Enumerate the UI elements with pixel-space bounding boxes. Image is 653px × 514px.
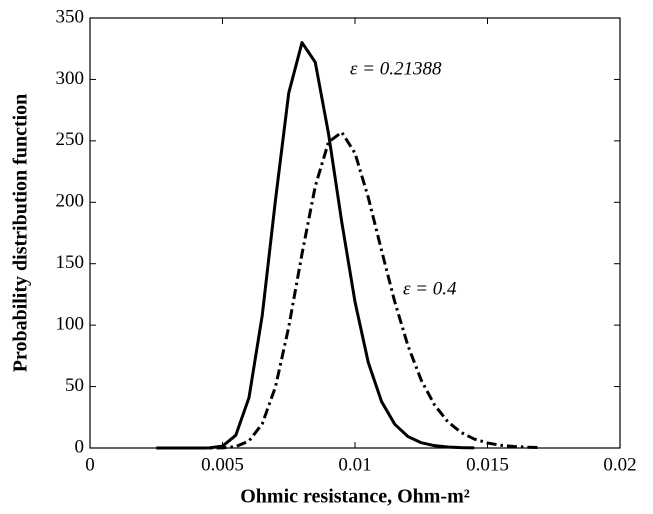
x-tick-label: 0.005 bbox=[201, 454, 244, 475]
y-tick-label: 0 bbox=[75, 436, 85, 457]
y-tick-label: 50 bbox=[65, 375, 84, 396]
x-tick-label: 0.02 bbox=[603, 454, 636, 475]
series-line bbox=[156, 41, 475, 450]
y-tick-label: 150 bbox=[56, 252, 85, 273]
y-tick-label: 100 bbox=[56, 314, 85, 335]
y-tick-label: 200 bbox=[56, 191, 85, 212]
x-tick-label: 0.01 bbox=[338, 454, 371, 475]
y-axis-label: Probability distribution function bbox=[10, 94, 32, 373]
annotation: ε = 0.4 bbox=[403, 278, 457, 299]
annotation: ε = 0.21388 bbox=[350, 58, 442, 79]
y-tick-label: 300 bbox=[56, 68, 85, 89]
x-axis-label: Ohmic resistance, Ohm-m² bbox=[240, 486, 469, 508]
y-tick-label: 350 bbox=[56, 6, 85, 27]
series-line bbox=[195, 130, 541, 450]
x-tick-label: 0 bbox=[85, 454, 95, 475]
plot-frame bbox=[89, 17, 621, 449]
x-tick-label: 0.015 bbox=[466, 454, 509, 475]
y-tick-label: 250 bbox=[56, 129, 85, 150]
